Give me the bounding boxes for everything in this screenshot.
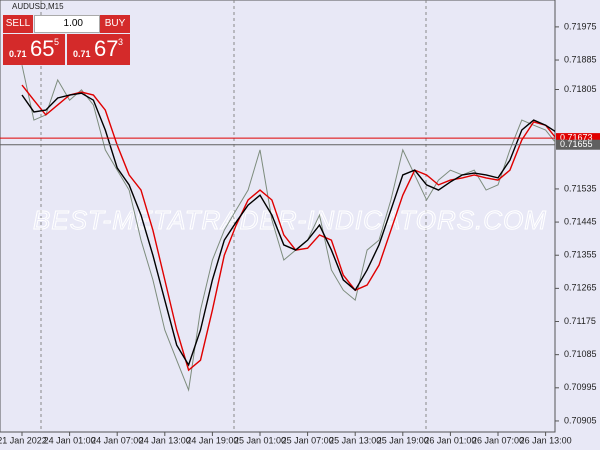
x-tick-label: 24 Jan 01:00 [44, 435, 96, 445]
y-tick-label: 0.71265 [564, 283, 597, 293]
price-label: 0.71673 [560, 132, 593, 142]
series-line [21, 92, 555, 367]
y-tick-label: 0.70905 [564, 415, 597, 425]
buy-button[interactable]: BUY [100, 15, 130, 33]
sell-button[interactable]: SELL [3, 15, 33, 33]
y-tick-label: 0.71085 [564, 349, 597, 359]
x-tick-label: 26 Jan 13:00 [520, 435, 572, 445]
ask-box[interactable]: 0.71 67 3 [67, 34, 130, 65]
lot-input[interactable]: 1.00 [34, 15, 100, 33]
bid-pips: 65 [30, 36, 55, 61]
x-tick-label: 25 Jan 01:00 [234, 435, 286, 445]
price-label-box [556, 133, 600, 144]
ask-pips: 67 [94, 36, 119, 61]
y-tick-label: 0.71535 [564, 183, 597, 193]
y-tick-label: 0.71975 [564, 21, 597, 31]
x-tick-label: 26 Jan 01:00 [424, 435, 476, 445]
price-label-box [556, 139, 600, 150]
x-tick-label: 24 Jan 19:00 [186, 435, 238, 445]
y-tick-label: 0.71805 [564, 84, 597, 94]
series-line [21, 84, 555, 372]
x-tick-label: 21 Jan 2022 [0, 435, 47, 445]
bid-box[interactable]: 0.71 65 5 [3, 34, 65, 65]
y-tick-label: 0.71355 [564, 250, 597, 260]
x-tick-label: 24 Jan 13:00 [139, 435, 191, 445]
ask-big: 0.71 [73, 49, 91, 59]
y-tick-label: 0.71445 [564, 216, 597, 226]
watermark: BEST-METATRADER-INDICATORS.COM [33, 205, 547, 235]
y-tick-label: 0.71885 [564, 54, 597, 64]
bid-big: 0.71 [9, 49, 27, 59]
y-tick-label: 0.70995 [564, 382, 597, 392]
x-tick-label: 25 Jan 19:00 [377, 435, 429, 445]
chart-title: AUDUSD,M15 [12, 2, 64, 11]
x-tick-label: 26 Jan 07:00 [472, 435, 524, 445]
bid-point: 5 [54, 37, 60, 47]
x-tick-label: 25 Jan 13:00 [329, 435, 381, 445]
ask-point: 3 [118, 37, 124, 47]
price-label: 0.71655 [560, 139, 593, 149]
x-tick-label: 24 Jan 07:00 [91, 435, 143, 445]
y-tick-label: 0.71175 [564, 316, 596, 326]
series-line [21, 65, 555, 392]
x-tick-label: 25 Jan 07:00 [282, 435, 334, 445]
